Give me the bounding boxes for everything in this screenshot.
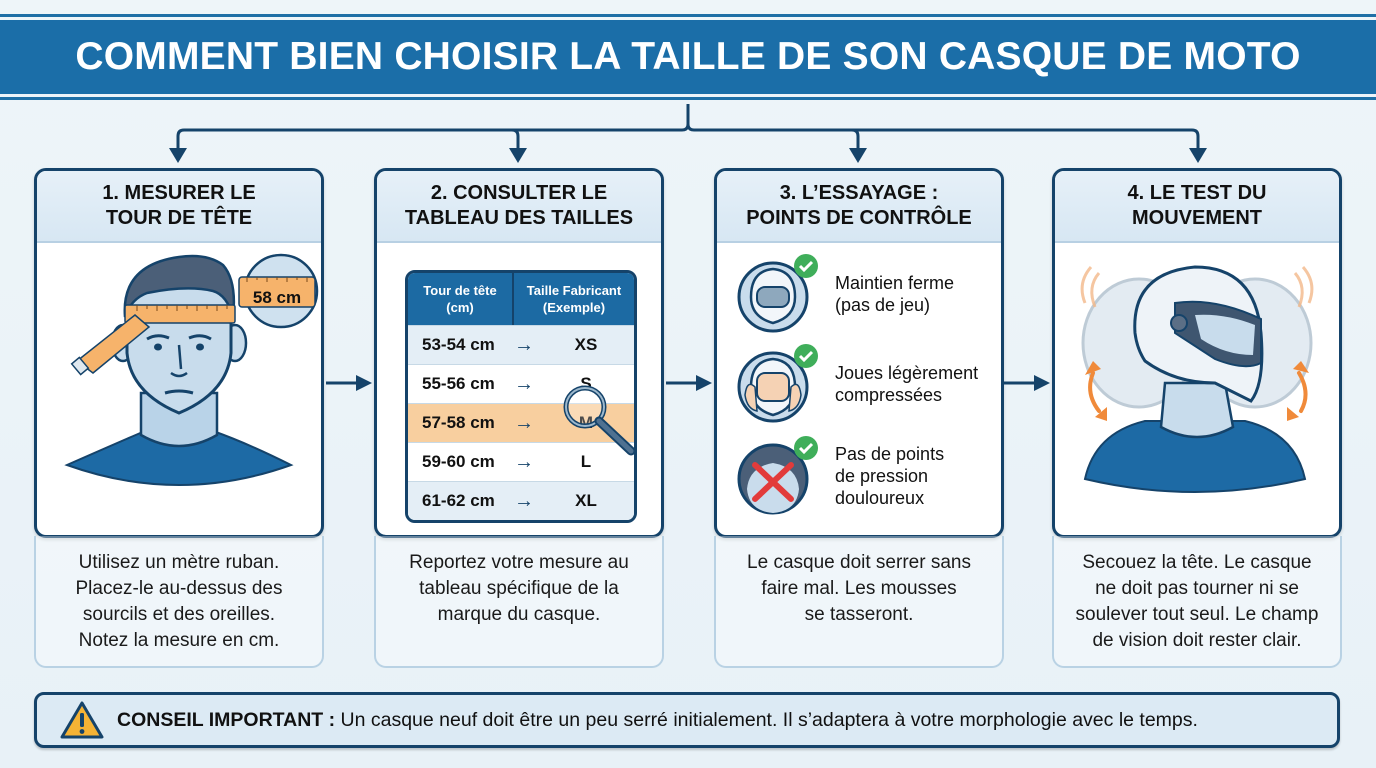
- arrow-right-icon: [326, 375, 372, 391]
- checkmark-icon: [794, 344, 818, 368]
- step-3-description: Le casque doit serrer sans faire mal. Le…: [747, 552, 971, 625]
- column-header-head-circumference: Tour de tête (cm): [408, 273, 514, 325]
- table-row: 53-54 cm → XS: [408, 325, 634, 364]
- checkpoint-label: Pas de points de pression douloureux: [835, 444, 945, 508]
- table-row: 61-62 cm → XL: [408, 481, 634, 520]
- arrow-right-icon: [1004, 375, 1050, 391]
- row-size: S: [580, 374, 592, 393]
- step-1-description: Utilisez un mètre ruban. Placez-le au-de…: [75, 552, 283, 651]
- step-4-description: Secouez la tête. Le casque ne doit pas t…: [1075, 552, 1319, 651]
- step-card-2: 2. CONSULTER LE TABLEAU DES TAILLES Tour…: [374, 168, 664, 538]
- step-3-description-box: Le casque doit serrer sans faire mal. Le…: [714, 536, 1004, 668]
- arrow-right-icon: →: [514, 450, 534, 473]
- row-circumference: 55-56 cm: [422, 374, 495, 393]
- size-chart-table: Tour de tête (cm) Taille Fabricant (Exem…: [405, 270, 637, 523]
- arrow-right-icon: [666, 375, 712, 391]
- row-circumference: 61-62 cm: [422, 491, 495, 510]
- row-circumference: 57-58 cm: [422, 413, 495, 432]
- title-banner: COMMENT BIEN CHOISIR LA TAILLE DE SON CA…: [0, 14, 1376, 100]
- step-4-description-box: Secouez la tête. Le casque ne doit pas t…: [1052, 536, 1342, 668]
- step-2-title: 2. CONSULTER LE TABLEAU DES TAILLES: [404, 182, 634, 229]
- row-size: L: [580, 452, 592, 471]
- magnifier-icon: [563, 385, 636, 456]
- step-1-description-box: Utilisez un mètre ruban. Placez-le au-de…: [34, 536, 324, 668]
- page-title: COMMENT BIEN CHOISIR LA TAILLE DE SON CA…: [75, 35, 1301, 78]
- head-measuring-tape-illustration: 58 cm: [64, 253, 319, 486]
- checkpoint-item: Joues légèrement compressées: [737, 344, 979, 423]
- important-tip-banner: CONSEIL IMPORTANT : Un casque neuf doit …: [34, 692, 1340, 748]
- row-size: XS: [574, 335, 598, 354]
- step-card-4: 4. LE TEST DU MOUVEMENT: [1052, 168, 1342, 538]
- row-size: XL: [575, 491, 597, 510]
- arrow-right-icon: →: [514, 333, 534, 356]
- row-circumference: 53-54 cm: [422, 335, 495, 354]
- column-header-manufacturer-size: Taille Fabricant (Exemple): [526, 283, 622, 315]
- tip-text: CONSEIL IMPORTANT : Un casque neuf doit …: [117, 709, 1198, 732]
- step-2-description: Reportez votre mesure au tableau spécifi…: [409, 552, 629, 625]
- table-row: 59-60 cm → L: [408, 442, 634, 481]
- table-header: Tour de tête (cm) Taille Fabricant (Exem…: [408, 273, 634, 325]
- step-1-title: 1. MESURER LE TOUR DE TÊTE: [102, 182, 256, 229]
- helmet-front-icon: [737, 261, 809, 333]
- tip-label: CONSEIL IMPORTANT :: [117, 708, 336, 731]
- checkmark-icon: [794, 436, 818, 460]
- step-4-title: 4. LE TEST DU MOUVEMENT: [1127, 182, 1267, 229]
- helmet-shake-illustration: [1080, 265, 1314, 493]
- tip-body: Un casque neuf doit être un peu serré in…: [335, 708, 1198, 731]
- checkmark-icon: [794, 254, 818, 278]
- measure-badge: 58 cm: [253, 288, 301, 307]
- step-2-description-box: Reportez votre mesure au tableau spécifi…: [374, 536, 664, 668]
- arrow-right-icon: →: [514, 372, 534, 395]
- cheeks-compressed-icon: [737, 351, 809, 423]
- checkpoint-label: Joues légèrement compressées: [835, 363, 979, 405]
- step-card-3: 3. L’ESSAYAGE : POINTS DE CONTRÔLE Maint…: [714, 168, 1004, 538]
- warning-icon: [60, 701, 104, 739]
- row-circumference: 59-60 cm: [422, 452, 495, 471]
- checkpoint-item: Pas de points de pression douloureux: [737, 436, 945, 515]
- checkpoint-label: Maintien ferme (pas de jeu): [835, 273, 955, 315]
- arrow-right-icon: →: [514, 489, 534, 512]
- checkpoint-item: Maintien ferme (pas de jeu): [737, 254, 955, 333]
- arrow-right-icon: →: [514, 411, 534, 434]
- step-card-1: 1. MESURER LE TOUR DE TÊTE: [34, 168, 324, 538]
- step-3-title: 3. L’ESSAYAGE : POINTS DE CONTRÔLE: [746, 182, 972, 229]
- no-pressure-point-icon: [737, 443, 809, 515]
- table-row: 55-56 cm → S: [408, 364, 634, 403]
